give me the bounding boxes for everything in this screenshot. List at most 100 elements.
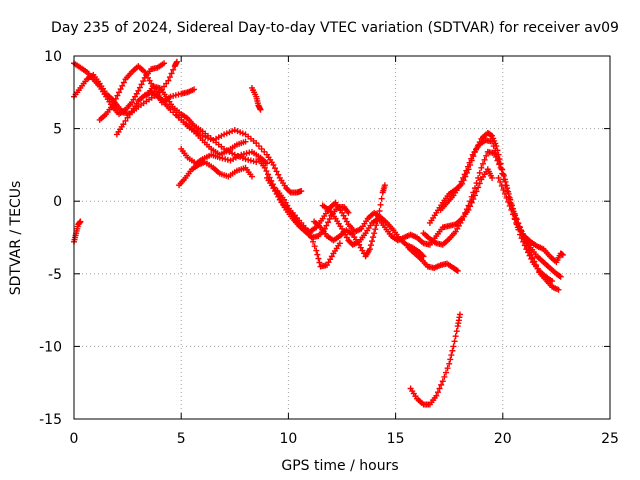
data-point <box>336 240 343 247</box>
data-point <box>117 86 124 93</box>
data-point <box>506 202 513 209</box>
data-point <box>458 178 465 185</box>
data-point <box>438 381 445 388</box>
data-point <box>473 180 480 187</box>
data-point <box>120 121 127 128</box>
data-point <box>116 89 123 96</box>
data-point <box>513 219 520 226</box>
data-point <box>465 202 472 209</box>
data-point <box>313 247 320 254</box>
data-point <box>556 272 563 279</box>
series-arc-1 <box>71 218 84 245</box>
data-point <box>456 311 463 318</box>
data-point <box>370 234 377 241</box>
data-point <box>470 189 477 196</box>
data-point <box>483 152 490 159</box>
data-point <box>114 92 121 99</box>
data-point <box>498 182 505 189</box>
series-arc-21 <box>437 137 564 280</box>
data-point <box>488 132 495 139</box>
y-axis-label: SDTVAR / TECUs <box>8 181 24 296</box>
series-arc-8 <box>173 112 249 158</box>
data-point <box>497 178 504 185</box>
data-point <box>453 328 460 335</box>
data-point <box>448 352 455 359</box>
data-point <box>122 117 129 124</box>
data-point <box>503 194 510 201</box>
data-point <box>314 251 321 258</box>
data-point <box>478 164 485 171</box>
data-point <box>471 185 478 192</box>
series-arc-15 <box>311 182 388 260</box>
data-point <box>439 378 446 385</box>
data-point <box>459 217 466 224</box>
y-tick-label: 5 <box>53 122 62 138</box>
axis-ticks: 0 5 10 15 20 25 -15 -10 -5 0 5 10 <box>39 49 619 447</box>
data-point <box>454 267 461 274</box>
data-point <box>373 222 380 229</box>
y-tick-label: -15 <box>39 412 62 428</box>
data-point <box>345 209 352 216</box>
data-point <box>460 213 467 220</box>
data-point <box>442 369 449 376</box>
data-point <box>500 171 507 178</box>
series-arc-22 <box>495 174 566 266</box>
data-point <box>466 159 473 166</box>
data-point <box>452 333 459 340</box>
data-point <box>505 188 512 195</box>
y-tick-label: 10 <box>44 49 62 65</box>
data-point <box>505 198 512 205</box>
data-point <box>135 87 142 94</box>
data-point <box>444 365 451 372</box>
data-point <box>441 373 448 380</box>
x-tick-label: 15 <box>387 431 405 447</box>
x-tick-label: 20 <box>494 431 512 447</box>
data-point <box>497 161 504 168</box>
x-tick-label: 10 <box>279 431 297 447</box>
data-point <box>272 165 278 172</box>
series-arc-18 <box>407 311 463 408</box>
data-point <box>433 392 440 399</box>
data-point <box>450 343 457 350</box>
data-point <box>275 171 282 178</box>
data-point <box>495 174 502 181</box>
data-point <box>376 208 383 215</box>
data-point <box>446 360 453 367</box>
data-point <box>492 147 499 154</box>
data-point <box>77 218 84 225</box>
data-point <box>315 255 322 262</box>
data-point <box>369 238 376 245</box>
data-point <box>493 151 500 158</box>
x-axis-label: GPS time / hours <box>281 458 398 474</box>
data-point <box>489 174 496 181</box>
data-point <box>326 215 333 222</box>
data-point <box>173 58 180 65</box>
data-point <box>533 262 540 269</box>
data-point <box>263 168 270 175</box>
data-point <box>463 206 470 213</box>
series-arc-7 <box>161 99 305 196</box>
series-arc-9 <box>176 158 255 189</box>
data-points <box>71 58 566 408</box>
data-point <box>381 182 388 189</box>
data-point <box>555 286 562 293</box>
chart-title: Day 235 of 2024, Sidereal Day-to-day VTE… <box>51 20 619 36</box>
data-point <box>367 242 374 249</box>
data-point <box>366 246 373 253</box>
data-point <box>473 188 480 195</box>
data-point <box>323 222 330 229</box>
data-point <box>434 389 441 396</box>
data-point <box>124 114 131 121</box>
data-point <box>557 273 564 280</box>
data-point <box>316 259 323 266</box>
data-point <box>166 74 173 81</box>
data-point <box>248 173 255 180</box>
data-point <box>263 160 270 167</box>
data-point <box>531 258 538 265</box>
data-point <box>468 193 475 200</box>
data-point <box>265 171 272 178</box>
data-point <box>501 190 508 197</box>
data-point <box>270 161 277 168</box>
x-tick-label: 0 <box>70 431 79 447</box>
data-point <box>311 243 318 250</box>
